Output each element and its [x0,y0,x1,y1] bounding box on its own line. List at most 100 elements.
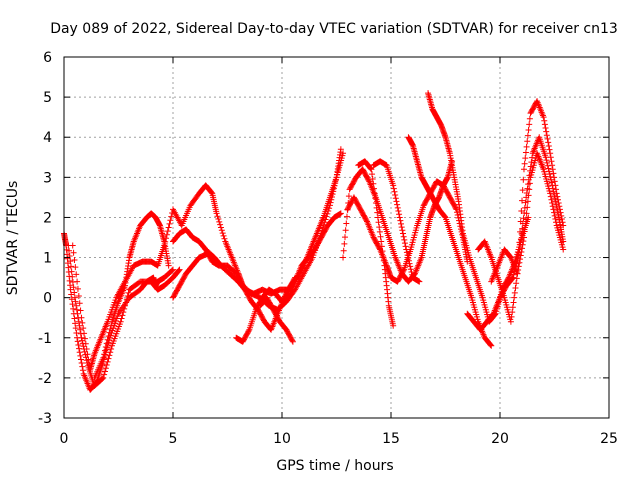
data-point [73,271,80,278]
data-point [516,259,523,266]
x-tick-label: 5 [169,431,178,447]
data-point [121,305,128,312]
data-point [71,294,78,301]
data-point [526,186,533,193]
data-point [104,336,111,343]
data-point [169,267,176,274]
data-point [101,351,108,358]
data-point [520,166,527,173]
data-point [551,178,558,185]
data-point [99,375,106,382]
data-point [106,352,113,359]
data-point [545,165,552,172]
data-point [78,356,85,363]
data-point [72,298,79,305]
data-point [217,224,224,231]
data-point [370,180,377,187]
data-point [560,246,567,253]
data-point [165,262,172,269]
data-point [125,289,132,296]
y-tick-label: 0 [43,291,52,307]
data-point [548,158,555,165]
data-point [403,246,410,253]
data-point [548,176,555,183]
data-point [524,198,531,205]
data-point [528,159,535,166]
data-point [345,193,352,200]
data-point [390,185,397,192]
data-point [74,278,81,285]
data-point [403,249,410,256]
data-point [515,266,522,273]
data-point [408,268,415,275]
data-point [343,220,350,227]
y-tick-label: -3 [38,411,52,427]
data-point [77,326,84,333]
data-point [511,294,518,301]
data-point [551,174,558,181]
data-point [519,241,526,248]
data-point [124,293,131,300]
data-point [82,340,89,347]
data-point [72,264,79,271]
data-point [105,355,112,362]
data-point [524,204,531,211]
data-point [84,351,91,358]
data-point [521,160,528,167]
data-point [122,299,129,306]
data-point [544,159,551,166]
data-point [118,315,125,322]
data-point [399,227,406,234]
data-point [103,362,110,369]
data-point [376,228,383,235]
data-point [221,235,228,242]
data-point [556,203,563,210]
data-point [487,341,494,348]
data-point [518,248,525,255]
data-point [108,322,115,329]
data-point [81,330,88,337]
data-point [540,114,547,121]
series-I [257,294,296,345]
data-point [560,222,567,229]
data-point [406,260,413,267]
data-point [101,368,108,375]
data-point [396,214,403,221]
data-point [552,216,559,223]
data-point [340,247,347,254]
series-R [488,150,567,285]
x-tick-label: 0 [60,431,69,447]
data-point [78,314,85,321]
data-point [70,305,77,312]
data-point [214,213,221,220]
data-point [71,315,78,322]
data-point [551,212,558,219]
data-point [454,209,461,216]
data-point [548,179,555,186]
data-point [77,352,84,359]
data-point [76,349,83,356]
data-point [524,132,531,139]
data-point [545,143,552,150]
data-point [513,280,520,287]
data-point [548,196,555,203]
data-point [513,275,520,282]
data-point [168,213,175,220]
data-point [218,227,225,234]
data-point [74,338,81,345]
data-point [400,267,407,274]
data-point [166,220,173,227]
x-tick-label: 20 [491,431,509,447]
data-point [220,232,227,239]
data-point [553,219,560,226]
x-tick-label: 10 [273,431,291,447]
data-point [558,212,565,219]
series-N [405,134,495,349]
data-point [72,320,79,327]
data-point [76,300,83,307]
data-point [216,218,223,225]
data-point [399,230,406,237]
data-point [219,230,226,237]
data-point [508,313,515,320]
